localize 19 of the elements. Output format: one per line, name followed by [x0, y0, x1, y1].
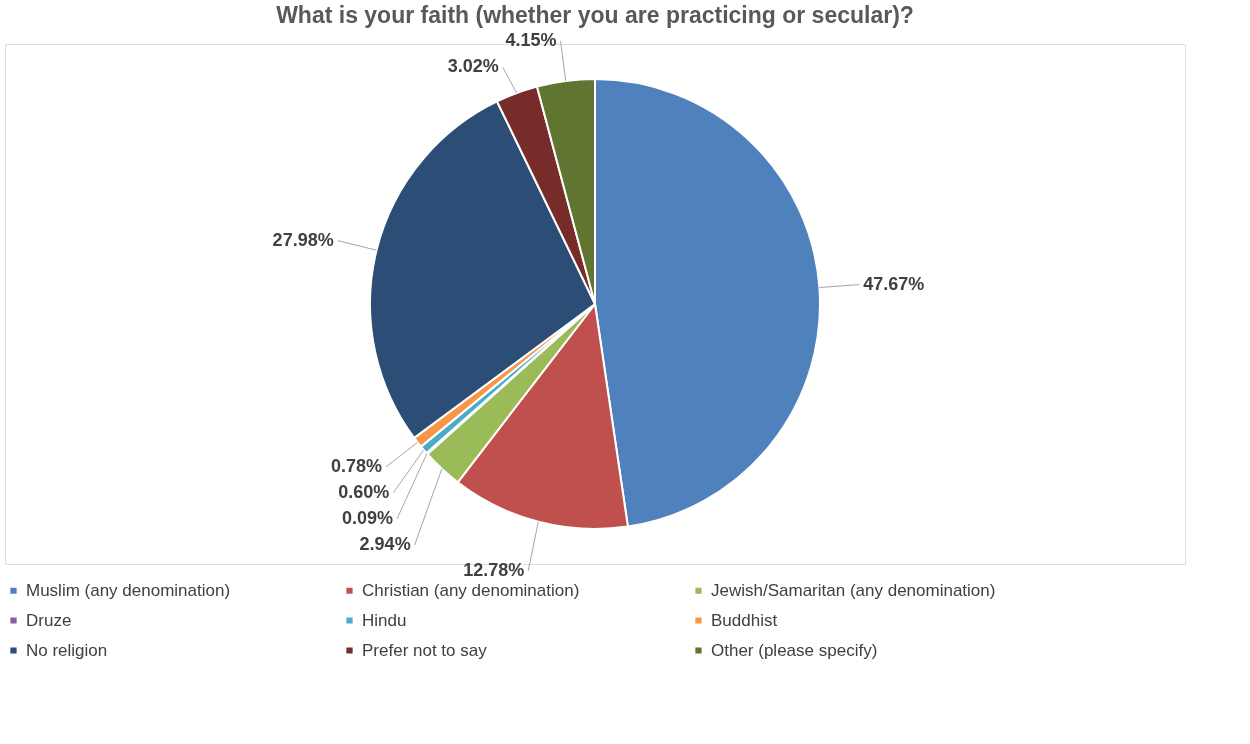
data-label: 3.02% [447, 56, 499, 77]
data-label: 0.60% [338, 481, 390, 502]
data-label: 2.94% [359, 533, 411, 554]
data-label: 4.15% [505, 30, 557, 51]
data-label: 12.78% [463, 559, 525, 580]
legend-label: No religion [26, 640, 108, 660]
chart-title: What is your faith (whether you are practicing or secular)? [276, 2, 914, 29]
data-label: 0.09% [341, 507, 394, 528]
data-label: 47.67% [863, 273, 925, 294]
legend-label: Christian (any denomination) [362, 580, 580, 600]
data-label: 27.98% [272, 229, 334, 250]
legend-label: Buddhist [711, 610, 778, 630]
legend-label: Other (please specify) [711, 640, 878, 660]
legend-label: Hindu [362, 610, 407, 630]
legend-label: Muslim (any denomination) [26, 580, 231, 600]
legend-label: Prefer not to say [362, 640, 488, 660]
legend-label: Jewish/Samaritan (any denomination) [711, 580, 996, 600]
legend-label: Druze [26, 610, 72, 630]
data-label: 0.78% [330, 455, 382, 476]
